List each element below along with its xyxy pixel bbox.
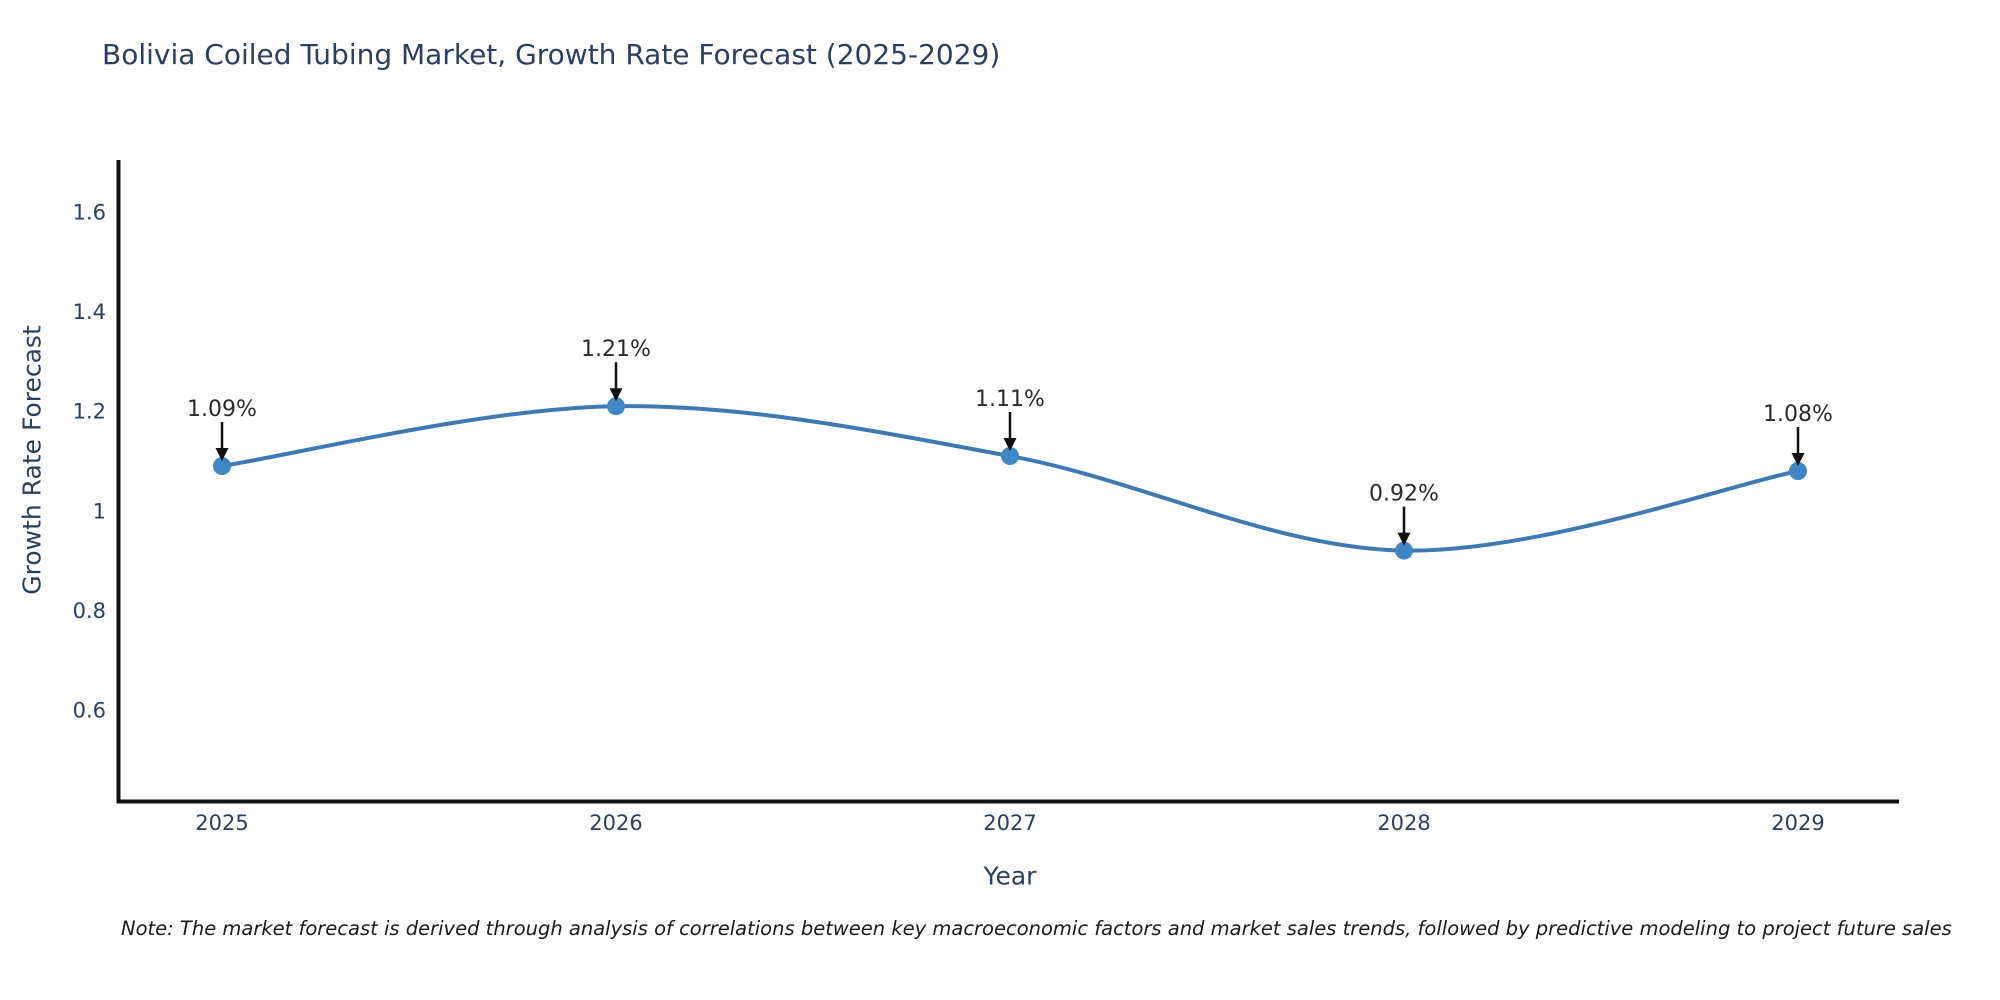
x-tick-label: 2028 — [1377, 811, 1430, 835]
data-point-label: 1.21% — [581, 337, 651, 362]
y-tick-label: 0.8 — [73, 599, 106, 623]
data-point-marker — [607, 397, 625, 416]
x-axis-title: Year — [983, 861, 1037, 891]
chart-title: Bolivia Coiled Tubing Market, Growth Rat… — [102, 38, 1001, 71]
annotation-arrowhead — [215, 448, 229, 461]
annotation-arrowhead — [609, 388, 623, 402]
data-point-marker — [1789, 462, 1807, 480]
data-point-marker — [213, 457, 231, 475]
y-tick-label: 1.4 — [73, 300, 106, 324]
x-tick-label: 2026 — [589, 811, 642, 835]
annotation-arrowhead — [1791, 453, 1805, 466]
data-point-label: 1.11% — [975, 387, 1045, 412]
y-tick-label: 1.6 — [73, 201, 106, 225]
y-tick-label: 1.2 — [73, 400, 106, 424]
y-tick-label: 0.6 — [73, 699, 106, 723]
annotation-arrowhead — [1003, 438, 1017, 451]
x-tick-label: 2029 — [1771, 811, 1824, 835]
footnote: Note: The market forecast is derived thr… — [121, 917, 1952, 940]
data-point-label: 1.09% — [187, 397, 257, 422]
data-point-marker — [1395, 541, 1413, 560]
annotation-arrowhead — [1397, 532, 1411, 546]
data-point-marker — [1001, 447, 1019, 465]
x-tick-label: 2027 — [983, 811, 1036, 835]
data-point-label: 0.92% — [1369, 482, 1439, 507]
x-tick-label: 2025 — [195, 811, 248, 835]
y-tick-label: 1 — [93, 499, 106, 523]
data-point-label: 1.08% — [1763, 402, 1833, 427]
